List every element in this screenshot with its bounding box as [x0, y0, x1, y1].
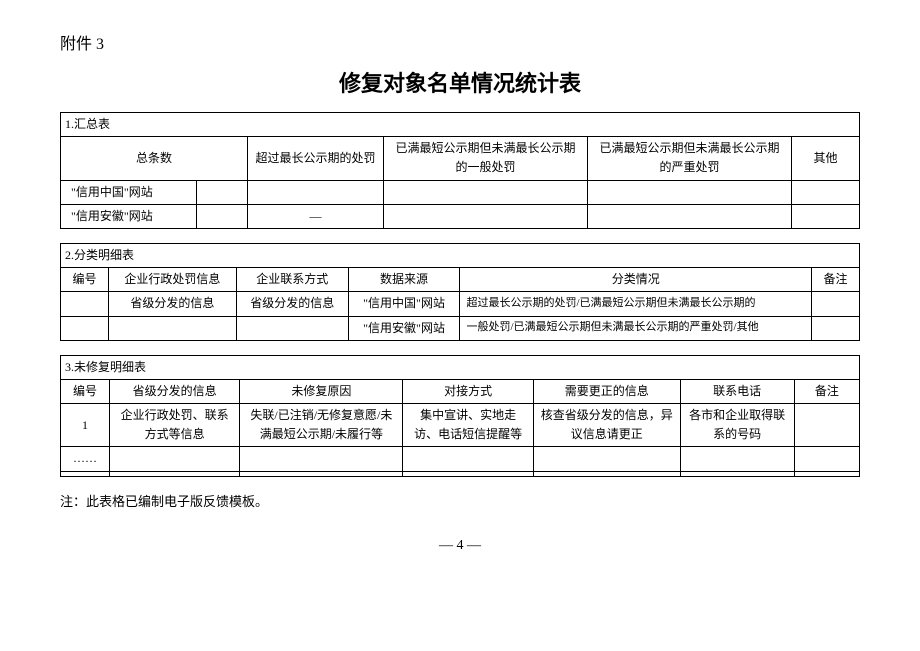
table2-section: 2.分类明细表 [61, 243, 860, 267]
t3-h-correct: 需要更正的信息 [533, 379, 680, 403]
t2-r2-remark [812, 316, 860, 340]
t2-h-penalty: 企业行政处罚信息 [108, 268, 236, 292]
t2-h-no: 编号 [61, 268, 109, 292]
t1-r1-c4 [587, 180, 791, 204]
t3-r2-remark [794, 447, 859, 471]
t2-h-classify: 分类情况 [460, 268, 812, 292]
t1-r2-c4 [587, 204, 791, 228]
t1-r1-c5 [791, 180, 859, 204]
summary-table: 1.汇总表 总条数 超过最长公示期的处罚 已满最短公示期但未满最长公示期的一般处… [60, 112, 860, 229]
footer-note: 注：此表格已编制电子版反馈模板。 [60, 491, 860, 510]
t1-r2-c5 [791, 204, 859, 228]
t3-r2-no: …… [61, 447, 110, 471]
t3-r2-dist [109, 447, 239, 471]
t3-r3-phone [680, 471, 794, 476]
t2-h-remark: 备注 [812, 268, 860, 292]
t3-r2-phone [680, 447, 794, 471]
t1-r2-c2: — [247, 204, 383, 228]
t2-r1-no [61, 292, 109, 316]
t3-h-dist: 省级分发的信息 [109, 379, 239, 403]
t2-r1-remark [812, 292, 860, 316]
t3-r3-dist [109, 471, 239, 476]
t1-r1-c3 [383, 180, 587, 204]
t3-r3-no [61, 471, 110, 476]
t2-h-source: 数据来源 [348, 268, 460, 292]
t3-r3-method [403, 471, 533, 476]
page-number: — 4 — [60, 538, 860, 554]
t1-r1-c2 [247, 180, 383, 204]
t1-h-severe: 已满最短公示期但未满最长公示期的严重处罚 [587, 137, 791, 180]
t1-h-other: 其他 [791, 137, 859, 180]
t3-r1-correct: 核查省级分发的信息，异议信息请更正 [533, 404, 680, 447]
t3-r2-reason [240, 447, 403, 471]
attachment-label: 附件 3 [60, 30, 860, 54]
t1-r2-c1 [196, 204, 247, 228]
t2-r1-contact: 省级分发的信息 [236, 292, 348, 316]
classify-table: 2.分类明细表 编号 企业行政处罚信息 企业联系方式 数据来源 分类情况 备注 … [60, 243, 860, 341]
t1-h-total: 总条数 [61, 137, 248, 180]
main-title: 修复对象名单情况统计表 [60, 66, 860, 98]
t3-r1-remark [794, 404, 859, 447]
t3-r1-reason: 失联/已注销/无修复意愿/未满最短公示期/未履行等 [240, 404, 403, 447]
t3-r3-correct [533, 471, 680, 476]
table1-section: 1.汇总表 [61, 113, 860, 137]
t1-r1-label: "信用中国"网站 [61, 180, 197, 204]
unrestored-table: 3.未修复明细表 编号 省级分发的信息 未修复原因 对接方式 需要更正的信息 联… [60, 355, 860, 477]
t3-h-no: 编号 [61, 379, 110, 403]
t3-r2-correct [533, 447, 680, 471]
t1-h-normal: 已满最短公示期但未满最长公示期的一般处罚 [383, 137, 587, 180]
t3-r1-no: 1 [61, 404, 110, 447]
t3-h-phone: 联系电话 [680, 379, 794, 403]
t3-h-method: 对接方式 [403, 379, 533, 403]
t3-r2-method [403, 447, 533, 471]
t2-h-contact: 企业联系方式 [236, 268, 348, 292]
t3-h-reason: 未修复原因 [240, 379, 403, 403]
t2-r2-no [61, 316, 109, 340]
t1-h-exceed: 超过最长公示期的处罚 [247, 137, 383, 180]
t2-r2-penalty [108, 316, 236, 340]
t1-r2-label: "信用安徽"网站 [61, 204, 197, 228]
table3-section: 3.未修复明细表 [61, 355, 860, 379]
t3-r1-phone: 各市和企业取得联系的号码 [680, 404, 794, 447]
t1-r1-c1 [196, 180, 247, 204]
t1-r2-c3 [383, 204, 587, 228]
t2-r2-classify: 一般处罚/已满最短公示期但未满最长公示期的严重处罚/其他 [460, 316, 812, 340]
t3-r1-dist: 企业行政处罚、联系方式等信息 [109, 404, 239, 447]
t2-r2-source: "信用安徽"网站 [348, 316, 460, 340]
t2-r1-classify: 超过最长公示期的处罚/已满最短公示期但未满最长公示期的 [460, 292, 812, 316]
t3-r1-method: 集中宣讲、实地走访、电话短信提醒等 [403, 404, 533, 447]
t3-r3-reason [240, 471, 403, 476]
t3-h-remark: 备注 [794, 379, 859, 403]
t2-r1-source: "信用中国"网站 [348, 292, 460, 316]
t2-r1-penalty: 省级分发的信息 [108, 292, 236, 316]
t3-r3-remark [794, 471, 859, 476]
t2-r2-contact [236, 316, 348, 340]
